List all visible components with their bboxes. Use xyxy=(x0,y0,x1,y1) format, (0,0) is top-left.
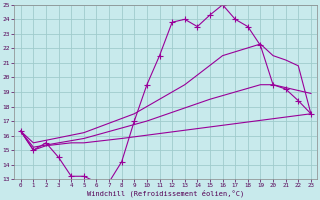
X-axis label: Windchill (Refroidissement éolien,°C): Windchill (Refroidissement éolien,°C) xyxy=(87,190,244,197)
